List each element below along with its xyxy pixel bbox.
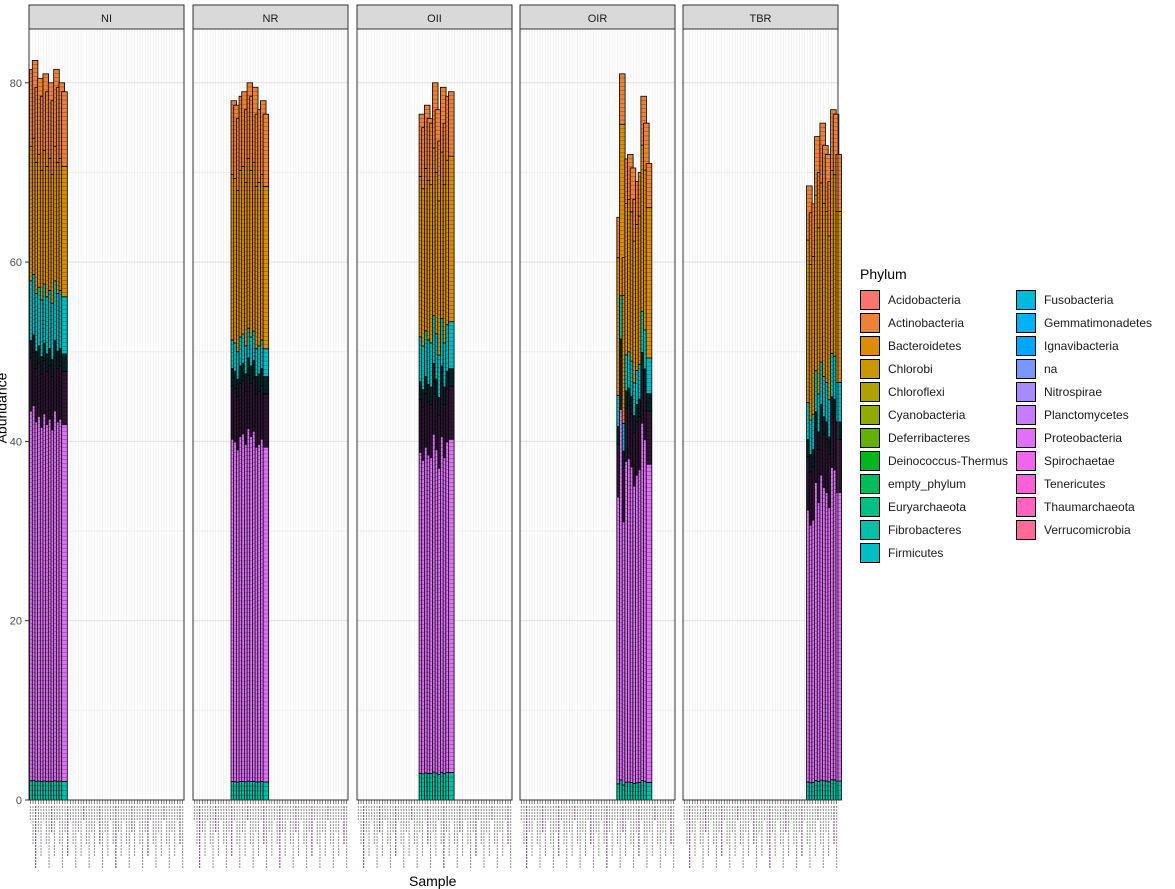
dense-otu-band xyxy=(263,376,269,448)
facet-strip-label: OII xyxy=(427,13,442,25)
stacked-bar xyxy=(263,114,269,800)
stacked-bar xyxy=(62,92,68,800)
bar-segment-proteobacteria xyxy=(263,394,269,782)
facet-panel-ni: NI xyxy=(29,5,184,868)
facet-strip-label: NI xyxy=(101,13,112,25)
facet-panel-oii: OII xyxy=(357,5,512,868)
y-tick-label: 0 xyxy=(16,795,22,807)
facet-strip-label: NR xyxy=(263,13,279,25)
y-tick-label: 40 xyxy=(10,436,22,448)
panel-background xyxy=(193,29,348,800)
y-tick-label: 80 xyxy=(10,78,22,90)
y-tick-label: 20 xyxy=(10,616,22,628)
dense-otu-band xyxy=(62,353,68,425)
y-tick-label: 60 xyxy=(10,257,22,269)
facet-panel-nr: NR xyxy=(193,5,348,868)
